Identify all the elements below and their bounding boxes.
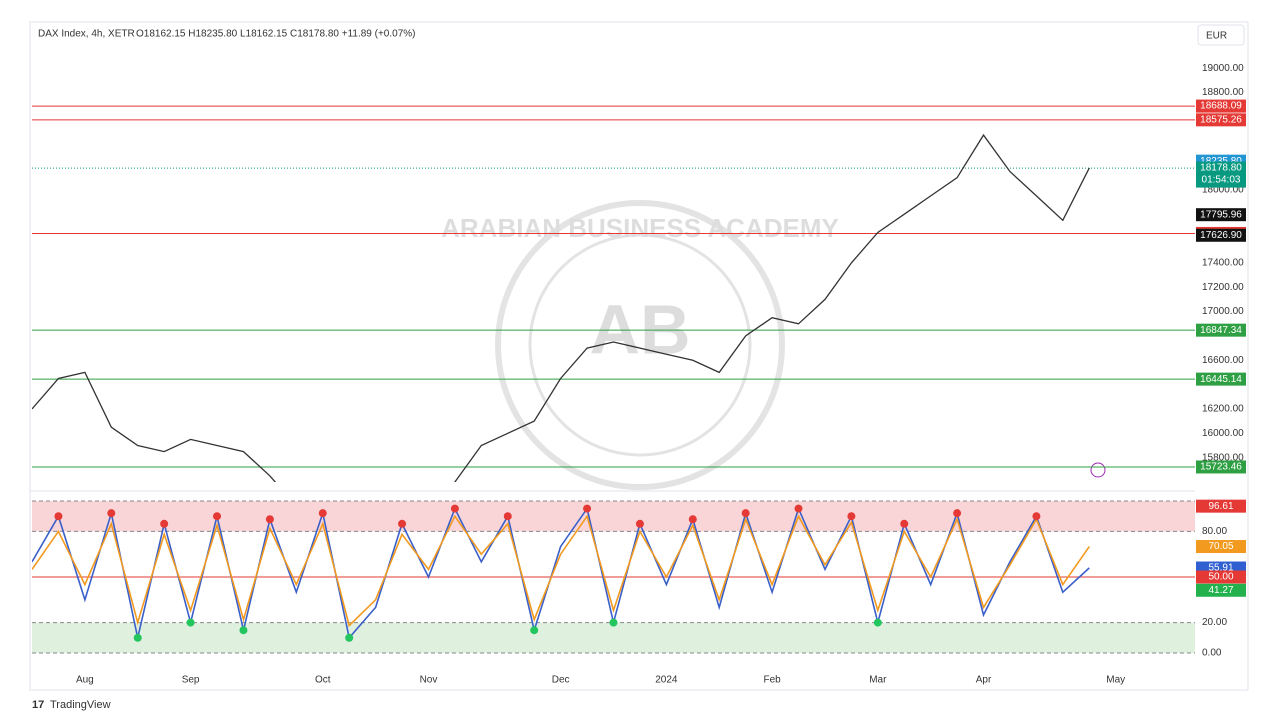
price-badge	[1196, 228, 1246, 242]
x-tick-label: 2024	[655, 675, 678, 686]
overbought-dot	[503, 512, 512, 521]
x-tick-label: Sep	[182, 675, 200, 686]
price-badge-label: 16847.34	[1200, 325, 1242, 336]
y-tick-label: 80.00	[1202, 526, 1227, 537]
price-badge-label: 18688.09	[1200, 101, 1242, 112]
oversold-dot	[133, 633, 142, 642]
symbol: DAX Index, 4h, XETR	[38, 29, 135, 40]
overbought-dot	[398, 519, 407, 528]
price-badge-label: 96.61	[1208, 501, 1233, 512]
overbought-dot	[318, 509, 327, 518]
price-badge	[1196, 99, 1246, 113]
oversold-dot	[873, 618, 882, 627]
zone	[32, 622, 1195, 653]
x-tick-label: May	[1106, 675, 1125, 686]
currency-box[interactable]	[1197, 24, 1245, 46]
y-tick-label: 15800.00	[1202, 452, 1244, 463]
x-tick-label: Apr	[976, 675, 992, 686]
price-badge-label: 18575.26	[1200, 114, 1242, 125]
x-tick-label: Aug	[76, 675, 94, 686]
ohlc: O18162.15 H18235.80 L18162.15 C18178.80 …	[136, 29, 416, 40]
currency: EUR	[1206, 31, 1227, 42]
y-tick-label: 16000.00	[1202, 428, 1244, 439]
overbought-dot	[635, 519, 644, 528]
x-tick-label: Mar	[869, 675, 887, 686]
y-tick-label: 20.00	[1202, 617, 1227, 628]
frame	[29, 21, 1249, 691]
y-tick-label: 17000.00	[1202, 306, 1244, 317]
price-badge	[1196, 161, 1246, 188]
overbought-dot	[847, 512, 856, 521]
y-tick-label: 18800.00	[1202, 87, 1244, 98]
series-line	[32, 133, 1090, 482]
overbought-dot	[265, 515, 274, 524]
overbought-dot	[450, 504, 459, 513]
watermark: ARABIAN BUSINESS ACADEMY AB	[441, 200, 839, 490]
x-tick-label: Oct	[315, 675, 331, 686]
y-tick-label: 16600.00	[1202, 355, 1244, 366]
overbought-dot	[794, 504, 803, 513]
overbought-dot	[688, 515, 697, 524]
price-badge	[1196, 583, 1246, 597]
overbought-dot	[583, 504, 592, 513]
x-tick-label: Feb	[763, 675, 781, 686]
overbought-dot	[54, 512, 63, 521]
price-badge	[1196, 499, 1246, 513]
oversold-dot	[530, 626, 539, 635]
price-badge	[1196, 372, 1246, 386]
x-tick-label: Dec	[552, 675, 570, 686]
oversold-dot	[609, 618, 618, 627]
overbought-dot	[953, 509, 962, 518]
y-tick-label: 0.00	[1202, 648, 1222, 659]
price-badge	[1196, 113, 1246, 127]
y-tick-label: 17400.00	[1202, 258, 1244, 269]
price-badge-label: 55.91	[1208, 563, 1233, 574]
series-line	[32, 514, 1090, 628]
oversold-dot	[186, 618, 195, 627]
price-badge	[1196, 570, 1246, 584]
y-tick-label: 18000.00	[1202, 184, 1244, 195]
overbought-dot	[107, 509, 116, 518]
price-badge-timer: 01:54:03	[1202, 175, 1241, 186]
price-badge-label: 15723.46	[1200, 462, 1242, 473]
oversold-dot	[239, 626, 248, 635]
price-badge-label: 18235.80	[1200, 156, 1242, 167]
overbought-dot	[900, 519, 909, 528]
price-badge-label: 16445.14	[1200, 374, 1242, 385]
overbought-dot	[160, 519, 169, 528]
brand: TradingView	[50, 699, 111, 711]
y-tick-label: 17200.00	[1202, 282, 1244, 293]
overbought-dot	[741, 509, 750, 518]
plot	[32, 133, 1090, 482]
brand-logo: 17	[32, 699, 44, 711]
oversold-dot	[345, 633, 354, 642]
alert-icon[interactable]	[1090, 462, 1106, 478]
price-badge	[1196, 323, 1246, 337]
price-badge	[1196, 208, 1246, 222]
zone	[32, 501, 1195, 532]
price-badge-label: 18178.80	[1200, 163, 1242, 174]
price-badge	[1196, 460, 1246, 474]
plot	[32, 504, 1090, 642]
x-tick-label: Nov	[420, 675, 438, 686]
price-badge-label: 50.00	[1208, 572, 1233, 583]
y-tick-label: 16200.00	[1202, 404, 1244, 415]
watermark-text: ARABIAN BUSINESS ACADEMY	[441, 213, 839, 243]
price-badge-label: 17795.96	[1200, 209, 1242, 220]
price-badge	[1196, 540, 1246, 554]
overbought-dot	[213, 512, 222, 521]
price-badge-label: 41.27	[1208, 585, 1233, 596]
y-tick-label: 19000.00	[1202, 63, 1244, 74]
overbought-dot	[1032, 512, 1041, 521]
price-badge-label: 70.05	[1208, 541, 1233, 552]
price-badge-label: 17626.90	[1200, 230, 1242, 241]
